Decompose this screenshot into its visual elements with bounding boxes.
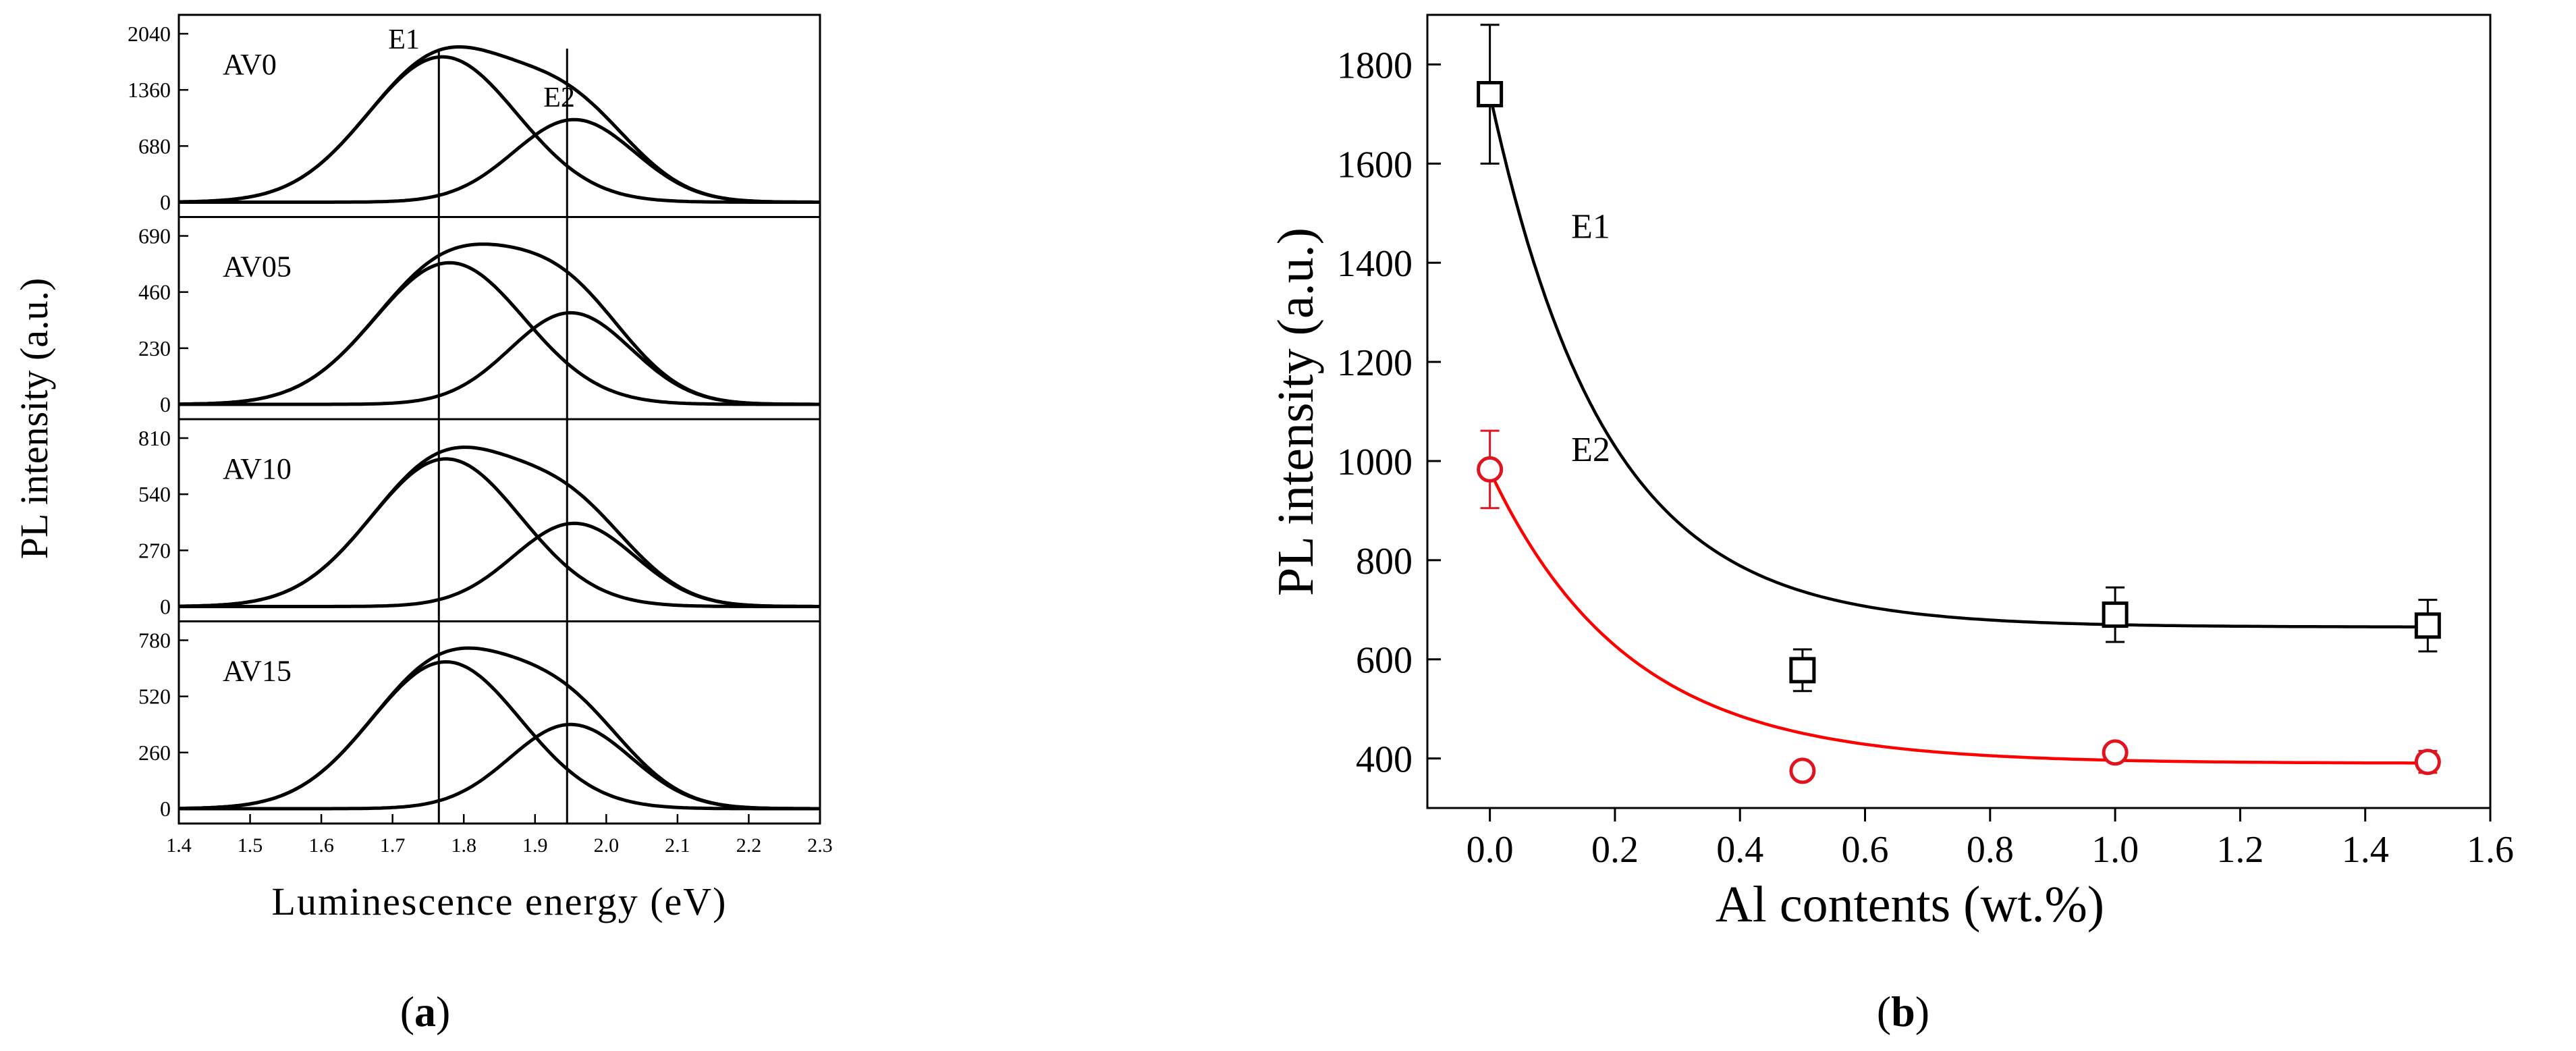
x-tick-label: 1.5 (238, 834, 263, 857)
panel-b-fit-curves (1488, 94, 2428, 765)
y-tick-label: 780 (138, 628, 171, 653)
y-tick-label: 260 (138, 740, 171, 765)
y-tick-label: 1360 (128, 78, 171, 102)
y-tick-label: 520 (138, 684, 171, 709)
data-point-e2 (1789, 757, 1816, 784)
y-tick-label: 1800 (1337, 45, 1413, 86)
fit-curve-e1 (179, 261, 820, 406)
x-tick-label: 0.4 (1716, 829, 1763, 871)
y-tick-label: 460 (138, 280, 171, 304)
y-tick-label: 2040 (128, 22, 171, 46)
peak-label-e1: E1 (388, 24, 420, 55)
y-tick-label: 1000 (1337, 441, 1413, 483)
subplot-name-av10: AV10 (223, 452, 292, 485)
data-point-e1 (2102, 601, 2129, 628)
panel-a-peak-markers: E1 E2 (388, 24, 575, 824)
panel-a-chart: E1 E2 0 680 1360 2040 0 230 460 690 0 270 540 810 0 26… (12, 14, 833, 1035)
data-point-e2 (2102, 739, 2129, 766)
y-tick-label: 800 (1356, 541, 1413, 583)
panel-a-subplot-names: AV0 AV05 AV10 AV15 (223, 48, 292, 688)
x-tick-label: 1.4 (2342, 829, 2389, 871)
panel-b-series-labels: E1 E2 (1571, 207, 1610, 468)
panel-b-error-bars (1480, 24, 2438, 774)
x-tick-label: 0.0 (1467, 829, 1514, 871)
panel-a-letter: a (414, 988, 436, 1035)
panel-a-x-axis-label: Luminescence energy (eV) (272, 880, 728, 923)
panel-a-y-ticks: 0 680 1360 2040 0 230 460 690 0 270 540 810 0 260 520 7… (128, 22, 188, 821)
y-tick-label: 1400 (1337, 243, 1413, 285)
y-tick-label: 540 (138, 482, 171, 506)
x-tick-label: 0.6 (1842, 829, 1889, 871)
y-tick-label: 680 (138, 134, 171, 158)
y-tick-label: 400 (1356, 739, 1413, 781)
data-point-e2 (1477, 456, 1504, 483)
x-tick-label: 1.6 (308, 834, 334, 857)
fit-curve-sum (178, 45, 820, 204)
x-tick-label: 1.2 (2216, 829, 2264, 871)
data-point-e2 (2414, 749, 2441, 776)
series-label-e1: E1 (1571, 207, 1610, 246)
x-tick-label: 0.2 (1591, 829, 1639, 871)
panel-a-x-ticks: 1.4 1.5 1.6 1.7 1.8 1.9 2.0 2.1 2.2 2.3 (166, 814, 833, 857)
fit-curve-e2 (179, 311, 820, 406)
y-tick-label: 1600 (1337, 144, 1413, 186)
y-tick-label: 0 (160, 190, 171, 215)
peak-label-e2: E2 (543, 82, 575, 113)
subplot-name-av0: AV0 (223, 48, 277, 81)
panel-b-x-axis-label: Al contents (wt.%) (1716, 876, 2104, 933)
panel-b-chart: 400 600 800 1000 1200 1400 1600 1800 0.0 0.2 0.4 0.… (1267, 14, 2514, 1035)
fit-curve-sum (179, 242, 820, 406)
data-point-e1 (1477, 81, 1504, 107)
subplot-name-av05: AV05 (223, 250, 292, 284)
y-tick-label: 1200 (1337, 342, 1413, 384)
x-tick-label: 1.9 (522, 834, 548, 857)
y-tick-label: 270 (138, 538, 171, 562)
panel-a-subplot-separators (179, 216, 820, 622)
fit-curve-sum (179, 646, 820, 811)
y-tick-label: 230 (138, 336, 171, 360)
x-tick-label: 2.2 (736, 834, 762, 857)
fit-curve-e2 (179, 722, 820, 811)
panel-b-ticks: 400 600 800 1000 1200 1400 1600 1800 0.0 0.2 0.4 0.… (1337, 45, 2514, 871)
x-tick-label: 1.0 (2091, 829, 2139, 871)
x-tick-label: 1.7 (380, 834, 406, 857)
fit-curve-e2 (1488, 470, 2428, 765)
x-tick-label: 1.6 (2467, 829, 2514, 871)
panel-b-letter: b (1891, 988, 1915, 1035)
panel-a-curves (178, 45, 820, 811)
panel-a-label: (a) (400, 988, 451, 1035)
panel-b-data-points (1477, 81, 2441, 784)
fit-curve-sum (179, 445, 820, 608)
y-tick-label: 0 (160, 392, 171, 416)
y-tick-label: 0 (160, 595, 171, 619)
fit-curve-e1 (1488, 94, 2428, 628)
panel-b-label: (b) (1877, 988, 1929, 1035)
series-label-e2: E2 (1571, 431, 1610, 469)
x-tick-label: 2.1 (665, 834, 690, 857)
data-point-e1 (1789, 657, 1816, 684)
panel-a-y-axis-label: PL intensity (a.u.) (12, 278, 56, 560)
y-tick-label: 690 (138, 224, 171, 248)
x-tick-label: 1.4 (166, 834, 192, 857)
y-tick-label: 810 (138, 426, 171, 450)
panel-b-frame (1426, 14, 2492, 809)
panel-b-y-axis-label: PL intensity (a.u.) (1267, 227, 1324, 596)
x-tick-label: 0.8 (1967, 829, 2014, 871)
y-tick-label: 600 (1356, 640, 1413, 682)
y-tick-label: 0 (160, 797, 171, 821)
x-tick-label: 2.3 (807, 834, 833, 857)
x-tick-label: 1.8 (451, 834, 476, 857)
x-tick-label: 2.0 (594, 834, 620, 857)
subplot-name-av15: AV15 (223, 655, 292, 688)
data-point-e1 (2414, 612, 2441, 639)
